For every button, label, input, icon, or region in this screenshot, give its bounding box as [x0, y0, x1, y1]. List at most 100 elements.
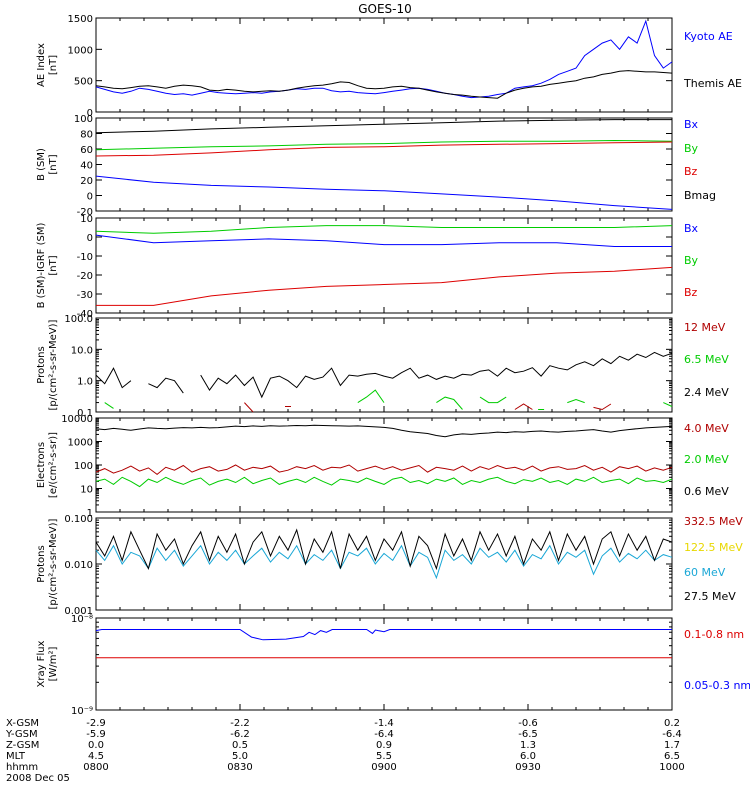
- y-tick-label: 0.100: [64, 514, 93, 525]
- series-line: [95, 464, 673, 476]
- ephemeris-value: 0.0: [88, 740, 104, 751]
- series-line: [95, 19, 673, 99]
- y-tick-label: 500: [74, 77, 93, 88]
- y-axis-label: [p/(cm²-s-sr-MeV)]: [48, 518, 59, 609]
- y-tick-label: 40: [80, 161, 93, 172]
- ephemeris-value: -1.4: [374, 718, 394, 729]
- y-tick-label: 10: [80, 485, 93, 496]
- ephemeris-value: -0.6: [518, 718, 538, 729]
- legend-entry: 122.5 MeV: [684, 541, 743, 554]
- y-axis-label: B (SM)-IGRF (SM): [36, 223, 47, 309]
- panel-frame: [95, 117, 673, 212]
- series-line: [95, 234, 672, 247]
- series-line: [593, 403, 612, 411]
- series-line: [95, 367, 132, 389]
- legend-entry: 27.5 MeV: [684, 590, 736, 603]
- panel-frame: [95, 417, 673, 513]
- y-tick-label: 0.001: [64, 606, 93, 617]
- y-axis-label: Protons: [36, 545, 47, 582]
- panel-frame: [95, 317, 673, 413]
- legend-entry: 0.6 MeV: [684, 485, 729, 498]
- ephemeris-value: 1.3: [520, 740, 536, 751]
- y-tick-label: 100.0: [64, 314, 93, 325]
- series-line: [104, 402, 114, 409]
- y-axis-label: [nT]: [48, 154, 59, 174]
- series-line: [95, 476, 673, 488]
- y-tick-label: -10: [77, 252, 93, 263]
- ephemeris-value: 4.5: [88, 751, 104, 762]
- y-axis-label: B (SM): [36, 148, 47, 181]
- legend-entry: 12 MeV: [684, 321, 726, 334]
- plot-title: GOES-10: [358, 2, 412, 16]
- series-line: [95, 175, 673, 210]
- y-tick-label: 10⁻⁸: [71, 614, 93, 625]
- series-line: [95, 544, 673, 580]
- legend-entry: 4.0 MeV: [684, 422, 729, 435]
- y-tick-label: 0.010: [64, 560, 93, 571]
- y-tick-label: -20: [77, 271, 93, 282]
- legend-entry: 0.1-0.8 nm: [684, 628, 744, 641]
- chart-panel-7: 10⁻⁹ 10⁻⁸ Xray Flux [W/m²] 0.1-0.8 nm 0.05-0.…: [36, 614, 750, 717]
- legend-entry: 60 MeV: [684, 566, 726, 579]
- y-tick-label: 100: [74, 114, 93, 125]
- series-line: [95, 70, 673, 99]
- date-label: 2008 Dec 05: [6, 773, 70, 784]
- ephemeris-value: -2.2: [230, 718, 250, 729]
- series-line: [95, 225, 673, 234]
- chart-panel-5: 1 10 100 1000 10000 Electrons [e/(cm²-s-sr)] 4.…: [36, 414, 729, 519]
- legend-entry: 6.5 MeV: [684, 353, 729, 366]
- y-tick-label: 1000: [68, 438, 93, 449]
- legend-entry: Bmag: [684, 189, 716, 202]
- legend-entry: 2.0 MeV: [684, 453, 729, 466]
- y-tick-label: 10.0: [71, 345, 93, 356]
- legend-entry: 0.05-0.3 nm: [684, 679, 750, 692]
- y-tick-label: 80: [80, 130, 93, 141]
- panel-frame: [95, 17, 673, 113]
- legend-entry: 332.5 MeV: [684, 515, 743, 528]
- ephemeris-value: -6.5: [518, 729, 538, 740]
- legend-entry: Kyoto AE: [684, 30, 733, 43]
- y-tick-label: -30: [77, 290, 93, 301]
- series-line: [479, 396, 507, 404]
- y-tick-label: 0.1: [77, 408, 93, 419]
- series-line: [357, 389, 385, 404]
- legend-entry: 2.4 MeV: [684, 386, 729, 399]
- x-axis-ephemeris: X-GSM -2.9 -2.2 -1.4 -0.6 0.2 Y-GSM -5.9 -6.2 -6.…: [5, 718, 685, 784]
- chart-panel-4: 0.1 1.0 10.0 100.0 Protons [p/(cm²-s-sr-MeV)]…: [36, 314, 729, 419]
- y-tick-label: 0: [87, 192, 93, 203]
- y-tick-label: 0: [87, 108, 93, 119]
- ephemeris-value: 0800: [83, 762, 108, 773]
- y-tick-label: 0: [87, 233, 93, 244]
- y-tick-label: 10⁻⁹: [71, 706, 93, 717]
- series-line: [96, 266, 673, 306]
- ephemeris-value: 0.5: [232, 740, 248, 751]
- series-line: [663, 402, 673, 407]
- series-line: [95, 141, 673, 157]
- y-tick-label: -40: [77, 309, 93, 320]
- chart-panel-6: 0.001 0.010 0.100 Protons [p/(cm²-s-sr-MeV)]…: [36, 514, 743, 617]
- y-axis-label: Protons: [36, 346, 47, 383]
- ephemeris-value: -6.2: [230, 729, 250, 740]
- y-tick-label: 100: [74, 461, 93, 472]
- legend-entry: Themis AE: [683, 77, 742, 90]
- y-axis-label: AE Index: [36, 43, 47, 87]
- series-line: [95, 139, 673, 151]
- ephemeris-value: 5.5: [376, 751, 392, 762]
- series-line: [567, 398, 585, 404]
- ephemeris-value: 0900: [371, 762, 396, 773]
- ephemeris-value: -6.4: [374, 729, 394, 740]
- ephemeris-value: 6.5: [664, 751, 680, 762]
- ephemeris-value: 0.2: [664, 718, 680, 729]
- ephemeris-value: -5.9: [86, 729, 106, 740]
- ephemeris-value: 0930: [515, 762, 540, 773]
- y-axis-label: [p/(cm²-s-sr-MeV)]: [48, 319, 59, 410]
- ephemeris-value: -2.9: [86, 718, 106, 729]
- series-line: [436, 396, 463, 410]
- legend-entry: Bx: [684, 118, 699, 131]
- series-line: [95, 629, 672, 641]
- legend-entry: Bz: [684, 165, 698, 178]
- y-tick-label: 1000: [68, 45, 93, 56]
- ephemeris-row-label: hhmm: [6, 762, 38, 773]
- legend-entry: Bz: [684, 286, 698, 299]
